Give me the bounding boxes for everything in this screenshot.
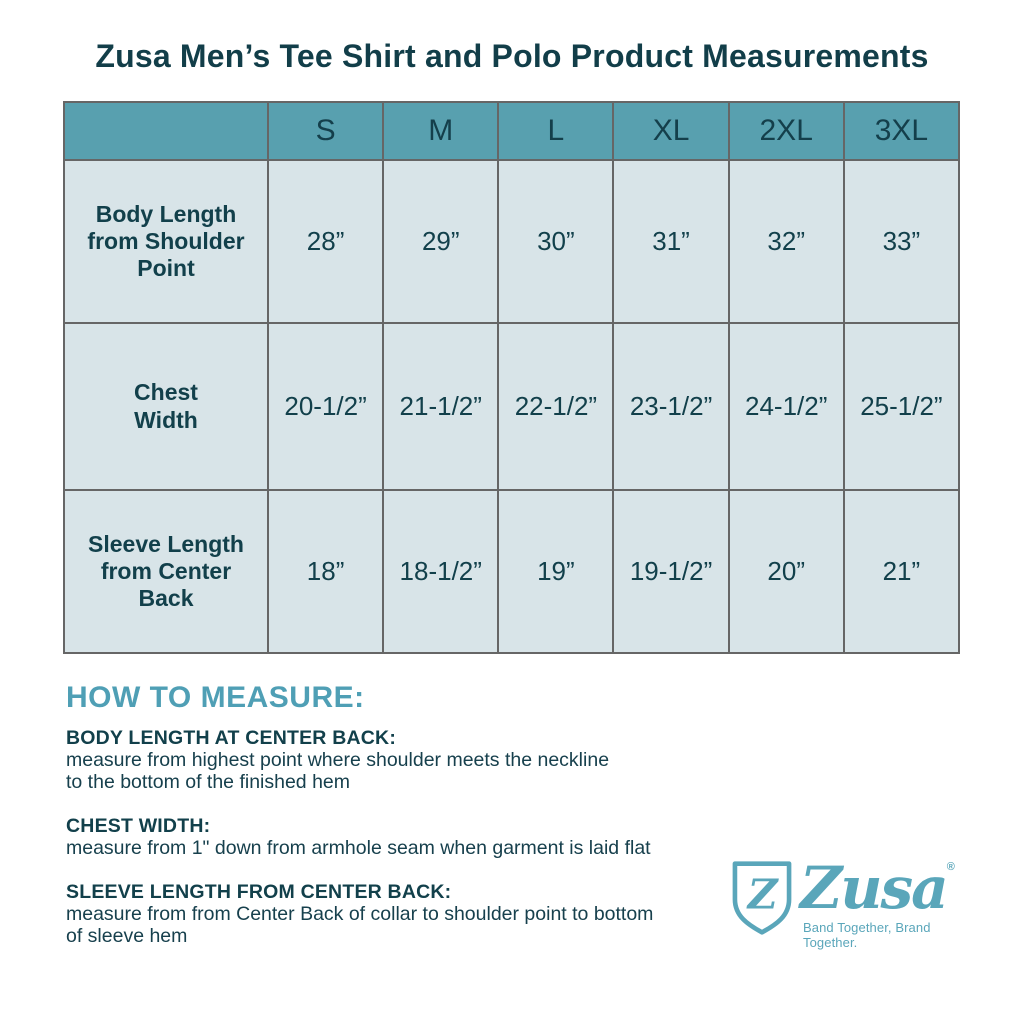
how-to-measure-section: HOW TO MEASURE: BODY LENGTH AT CENTER BA… [66,681,706,947]
zusa-logo: Z Zusa® Band Together, Brand Together. [729,858,979,950]
size-header-m: M [382,101,500,161]
measurement-cell: 19” [497,489,615,654]
measurement-cell: 33” [842,159,961,324]
measurement-cell: 21-1/2” [382,322,500,491]
instruction-line: measure from 1" down from armhole seam w… [66,837,651,859]
measurement-cell: 28” [266,159,385,324]
how-to-measure-heading: HOW TO MEASURE: [66,681,365,714]
measurement-cell: 22-1/2” [497,322,615,491]
instruction-line: to the bottom of the finished hem [66,771,351,793]
instruction-line: measure from highest point where shoulde… [66,749,610,771]
instruction-chest-width: CHEST WIDTH: measure from 1" down from a… [66,815,706,859]
size-header-s: S [266,101,385,161]
registered-trademark: ® [946,861,955,873]
measurement-cell: 20-1/2” [266,322,385,491]
instruction-term: BODY LENGTH AT CENTER BACK: [66,727,397,749]
measurement-cell: 18” [266,489,385,654]
zusa-wordmark: Zusa [800,854,949,922]
instruction-line: measure from from Center Back of collar … [66,903,654,925]
measurement-cell: 29” [382,159,500,324]
measurements-table: S M L XL 2XL 3XL Body Length from Shoulde… [63,101,961,654]
table-row-chest-width: Chest Width 20-1/2” 21-1/2” 22-1/2” 23-1/… [63,322,961,491]
instruction-sleeve-length: SLEEVE LENGTH FROM CENTER BACK: measure … [66,881,706,947]
corner-cell [63,101,269,161]
table-row-sleeve-length: Sleeve Length from Center Back 18” 18-1/2”… [63,489,961,654]
row-label-sleeve-length: Sleeve Length from Center Back [63,489,269,654]
measurement-cell: 19-1/2” [612,489,730,654]
table-row-body-length: Body Length from Shoulder Point 28” 29” 30… [63,159,961,324]
measurement-cell: 24-1/2” [727,322,845,491]
row-label-body-length: Body Length from Shoulder Point [63,159,269,324]
page-title: Zusa Men’s Tee Shirt and Polo Product Me… [95,38,929,74]
measurement-cell: 20” [727,489,845,654]
instruction-term: CHEST WIDTH: [66,815,211,837]
size-header-l: L [497,101,615,161]
row-label-chest-width: Chest Width [63,322,269,491]
measurement-cell: 31” [612,159,730,324]
svg-text:Z: Z [746,871,780,919]
measurement-cell: 32” [727,159,845,324]
instruction-body-length: BODY LENGTH AT CENTER BACK: measure from… [66,727,706,793]
instruction-line: of sleeve hem [66,925,188,947]
measurement-cell: 21” [842,489,961,654]
measurement-cell: 30” [497,159,615,324]
logo-text-block: Zusa® Band Together, Brand Together. [800,858,979,950]
measurement-cell: 18-1/2” [382,489,500,654]
size-header-row: S M L XL 2XL 3XL [63,101,961,161]
instruction-term: SLEEVE LENGTH FROM CENTER BACK: [66,881,452,903]
measurement-cell: 25-1/2” [842,322,961,491]
zusa-shield-icon: Z [732,861,792,935]
size-header-xl: XL [612,101,730,161]
logo-tagline: Band Together, Brand Together. [803,920,931,950]
measurement-cell: 23-1/2” [612,322,730,491]
size-header-2xl: 2XL [727,101,845,161]
size-header-3xl: 3XL [842,101,961,161]
